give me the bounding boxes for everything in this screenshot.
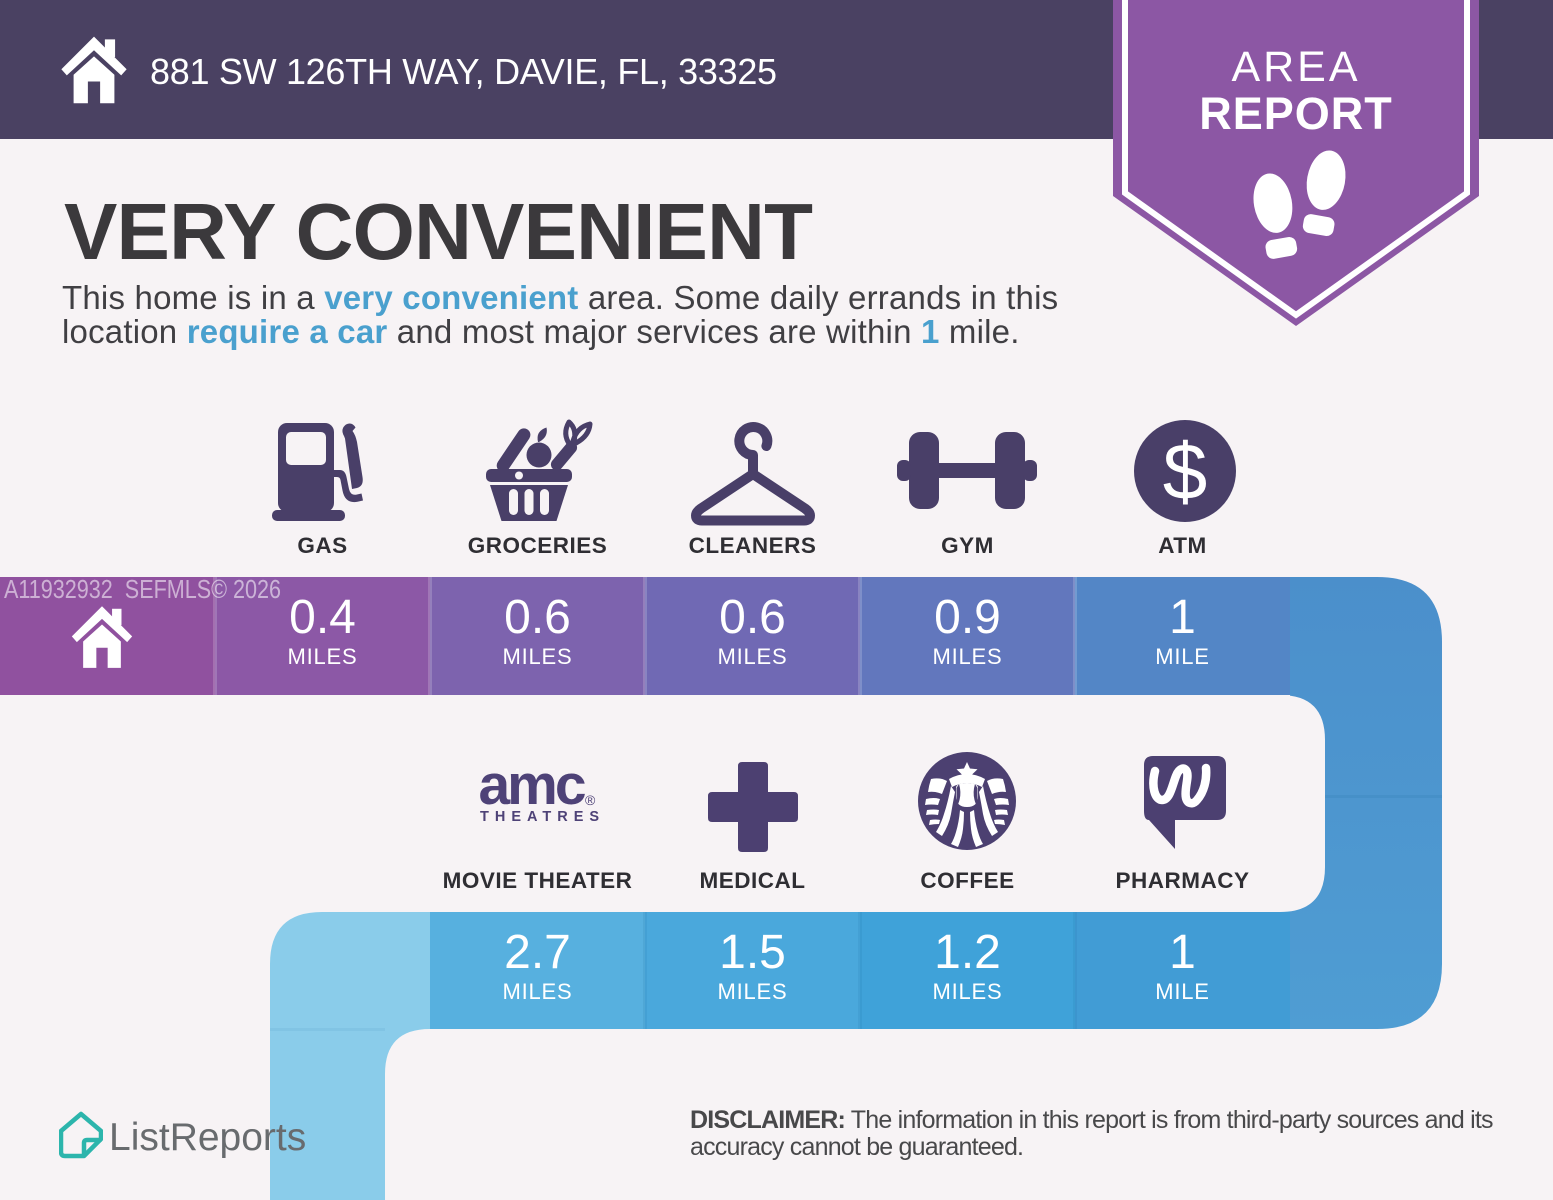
svg-text:$: $ <box>1163 427 1208 516</box>
svg-text:AREA: AREA <box>1231 43 1360 91</box>
svg-text:REPORT: REPORT <box>1199 88 1393 139</box>
